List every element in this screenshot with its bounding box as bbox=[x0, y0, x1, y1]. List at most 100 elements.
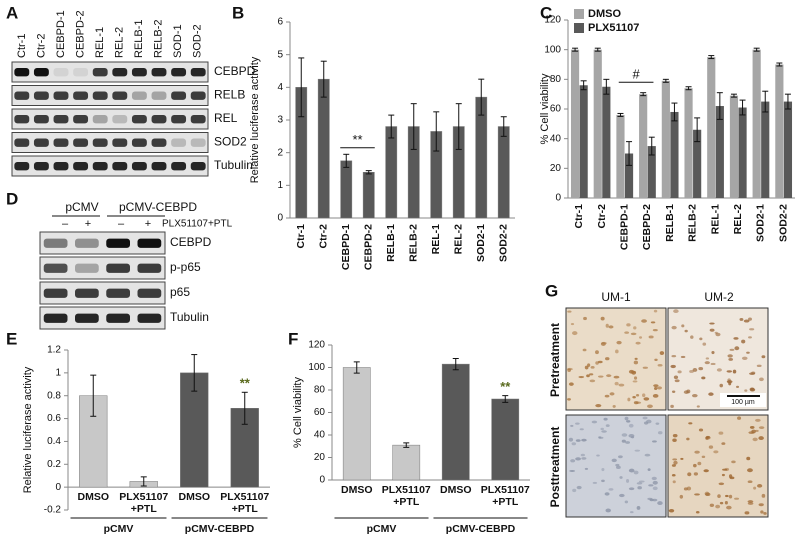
cell bbox=[699, 337, 703, 341]
blot-band bbox=[73, 68, 89, 77]
blot-band bbox=[151, 138, 167, 147]
group-label: pCMV bbox=[367, 523, 397, 535]
y-tick-label: 1 bbox=[55, 367, 61, 378]
blot-band bbox=[131, 68, 147, 77]
cell bbox=[642, 416, 648, 420]
cell bbox=[575, 422, 580, 425]
lane-label: SOD-2 bbox=[191, 24, 203, 58]
y-tick-label: 5 bbox=[277, 49, 283, 60]
cell bbox=[728, 494, 733, 499]
cell bbox=[708, 392, 714, 396]
cell bbox=[761, 493, 766, 498]
cell bbox=[672, 438, 677, 442]
legend-swatch bbox=[574, 23, 584, 33]
cell bbox=[596, 454, 600, 457]
blot-band bbox=[14, 68, 30, 77]
cell bbox=[567, 310, 572, 313]
row-label: CEBPD bbox=[214, 64, 256, 78]
error-bar bbox=[403, 442, 410, 448]
x-tick-label-box: DMSO bbox=[341, 484, 373, 496]
group-label: pCMV-CEBPD bbox=[185, 523, 255, 535]
panel-letter: C bbox=[540, 3, 552, 22]
cell bbox=[600, 316, 605, 321]
row-label: Tubulin bbox=[214, 158, 253, 172]
cell bbox=[756, 364, 762, 368]
group-label: pCMV bbox=[104, 523, 134, 535]
cell bbox=[741, 356, 748, 360]
bar bbox=[342, 367, 371, 481]
error-bar bbox=[603, 78, 610, 95]
bar bbox=[570, 49, 580, 198]
cell bbox=[652, 486, 658, 491]
cell bbox=[686, 389, 691, 394]
x-tick-label: REL-2 bbox=[453, 224, 465, 254]
cell bbox=[758, 436, 764, 441]
cell bbox=[702, 342, 707, 346]
error-bar bbox=[730, 93, 737, 98]
x-tick-label: DMSO bbox=[178, 491, 211, 504]
cell bbox=[754, 429, 759, 432]
cell bbox=[681, 324, 685, 328]
column-label: UM-1 bbox=[601, 290, 631, 304]
column-label: UM-2 bbox=[704, 290, 734, 304]
annotation: # bbox=[632, 67, 640, 82]
cell bbox=[644, 453, 651, 457]
cell bbox=[718, 431, 724, 435]
x-tick-label: PLX51107 +PTL bbox=[381, 484, 431, 508]
cell bbox=[648, 484, 654, 487]
cell bbox=[603, 417, 608, 421]
x-tick-label-box: PLX51107 +PTL bbox=[119, 491, 168, 515]
x-tick-label: SOD2-2 bbox=[777, 204, 789, 242]
error-bar bbox=[452, 358, 459, 371]
x-tick-label: CEBPD-2 bbox=[641, 204, 653, 250]
bar bbox=[491, 398, 520, 481]
y-tick-label: 20 bbox=[550, 163, 562, 174]
cell bbox=[653, 309, 658, 313]
x-tick-label: RELB-2 bbox=[408, 224, 420, 262]
cell bbox=[571, 442, 577, 446]
cell bbox=[673, 309, 679, 314]
cell bbox=[566, 367, 573, 371]
cell bbox=[626, 323, 631, 327]
cell bbox=[630, 332, 637, 336]
cell bbox=[612, 404, 616, 408]
cell bbox=[713, 450, 719, 454]
cell bbox=[654, 358, 658, 362]
blot-band bbox=[151, 68, 167, 77]
group-label: pCMV-CEBPD bbox=[446, 523, 516, 535]
x-tick-label-box: PLX51107 +PTL bbox=[220, 491, 269, 515]
cell bbox=[627, 397, 631, 402]
cell bbox=[651, 476, 657, 481]
cell bbox=[633, 401, 639, 405]
cell bbox=[692, 393, 698, 398]
bar bbox=[441, 363, 470, 481]
cell bbox=[570, 459, 576, 463]
error-bar bbox=[455, 103, 462, 150]
blot-band bbox=[171, 91, 187, 100]
x-tick-label: REL-1 bbox=[430, 224, 442, 254]
cell bbox=[743, 319, 750, 323]
cell bbox=[604, 394, 610, 398]
x-tick-label: SOD2-1 bbox=[475, 224, 487, 262]
blot-strip bbox=[39, 256, 166, 280]
error-bar bbox=[617, 112, 624, 117]
cell bbox=[568, 437, 574, 442]
error-bar bbox=[694, 117, 701, 143]
group-label: pCMV-CEBPD bbox=[119, 200, 197, 214]
blot-band bbox=[171, 138, 187, 147]
cell bbox=[694, 493, 700, 496]
blot-band bbox=[106, 263, 130, 273]
cell bbox=[615, 463, 620, 467]
cell bbox=[631, 436, 635, 439]
cell bbox=[749, 372, 756, 375]
cell bbox=[751, 429, 756, 434]
x-tick-label: Ctr-2 bbox=[596, 204, 608, 229]
cell bbox=[654, 386, 658, 391]
panel-letter: B bbox=[232, 3, 244, 22]
error-bar bbox=[739, 99, 746, 116]
error-bar bbox=[685, 86, 692, 91]
legend-swatch bbox=[574, 9, 584, 19]
cell bbox=[698, 366, 704, 371]
error-bar bbox=[594, 47, 601, 52]
cell bbox=[592, 481, 598, 484]
